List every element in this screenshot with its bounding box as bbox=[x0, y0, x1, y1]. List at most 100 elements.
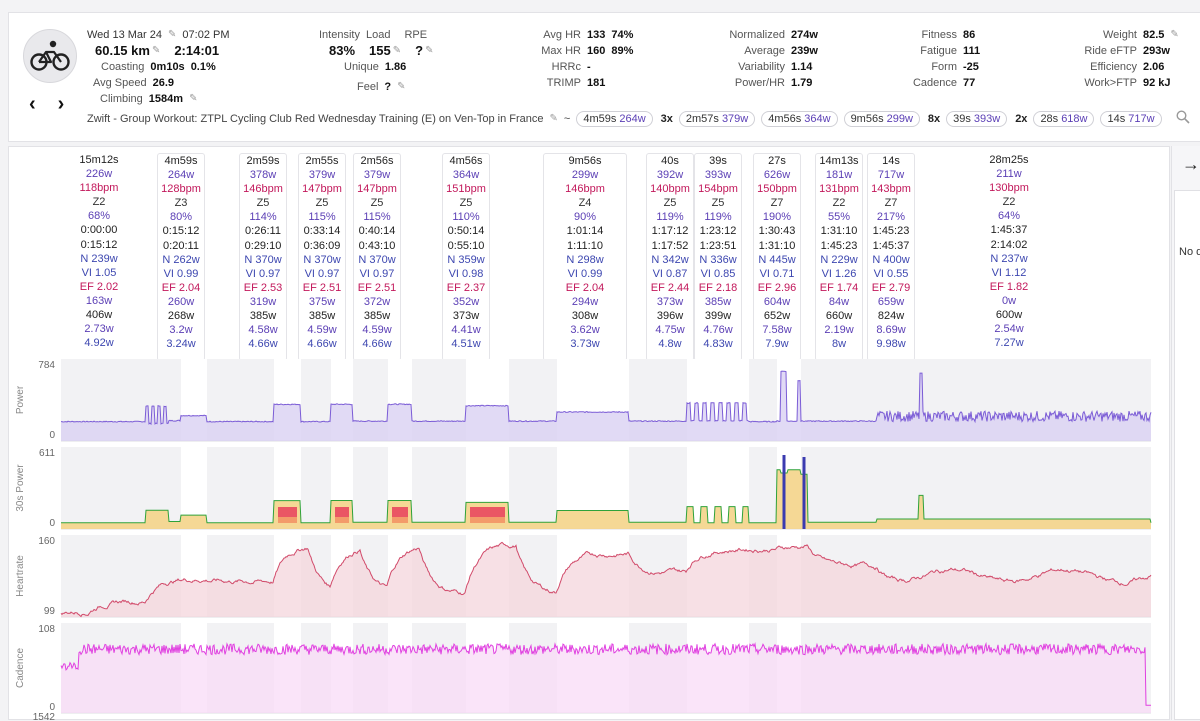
interval-pct: 115% bbox=[363, 211, 391, 224]
interval-end: 0:43:10 bbox=[358, 239, 396, 252]
edit-climbing-icon[interactable]: ✎ bbox=[189, 93, 198, 104]
feel-value[interactable]: ? bbox=[384, 81, 392, 93]
interval-zone: Z5 bbox=[459, 197, 473, 210]
rpe-label: RPE bbox=[404, 29, 428, 41]
interval-hr: 128bpm bbox=[161, 183, 201, 196]
interval-c: 4.59w bbox=[307, 324, 337, 337]
interval-chip[interactable]: 39s 393w bbox=[946, 110, 1008, 127]
interval-end: 2:14:02 bbox=[990, 238, 1028, 251]
interval-a: 604w bbox=[763, 295, 791, 308]
interval-stats-1[interactable]: 15m12s 226w 118bpm Z2 68% 0:00:00 0:15:12 N 239… bbox=[75, 153, 123, 361]
interval-end: 0:36:09 bbox=[303, 239, 341, 252]
search-icon[interactable] bbox=[1176, 110, 1190, 127]
interval-np: N 262w bbox=[162, 253, 200, 266]
interval-w: 379w bbox=[308, 169, 336, 182]
interval-start: 1:45:37 bbox=[990, 224, 1028, 237]
stream-charts[interactable]: 784 0 Power 611 0 30s Power 160 99 Heartrate 108 0… bbox=[9, 359, 1171, 721]
load-value: 155 bbox=[369, 43, 391, 58]
edit-feel-icon[interactable]: ✎ bbox=[397, 81, 406, 92]
interval-stats-8[interactable]: 40s 392w 140bpm Z5 119% 1:17:12 1:17:52 N 342w V… bbox=[646, 153, 694, 361]
interval-np: N 400w bbox=[872, 253, 910, 266]
avg-speed-label: Avg Speed bbox=[93, 77, 147, 89]
interval-stats-11[interactable]: 14m13s 181w 131bpm Z2 55% 1:31:10 1:45:23 N 229… bbox=[815, 153, 863, 361]
interval-vi: VI 0.97 bbox=[304, 267, 340, 280]
interval-a: 373w bbox=[656, 295, 684, 308]
chart-name: Heartrate bbox=[15, 555, 26, 597]
activity-time: 07:02 PM bbox=[182, 29, 230, 41]
climbing-value: 1584m bbox=[148, 93, 184, 105]
interval-start: 1:17:12 bbox=[651, 225, 689, 238]
interval-end: 1:45:37 bbox=[872, 239, 910, 252]
interval-c: 3.2w bbox=[169, 324, 193, 337]
interval-chip[interactable]: 9m56s 299w bbox=[843, 110, 920, 127]
summary-weight: Weight 82.5 ✎ Ride eFTP 293w Efficiency 2.06… bbox=[1077, 27, 1179, 91]
interval-w: 226w bbox=[85, 168, 113, 181]
activity-charts: 15m12s 226w 118bpm Z2 68% 0:00:00 0:15:12 N 239… bbox=[8, 146, 1171, 721]
arrow-right-icon[interactable]: → bbox=[1182, 154, 1200, 174]
edit-distance-icon[interactable]: ✎ bbox=[151, 45, 161, 56]
interval-chips: 4m59s 264w 3x 2m57s 379w 4m56s 364w 9m56s 299w 8x… bbox=[576, 110, 1162, 127]
weight-value: 82.5 bbox=[1143, 29, 1165, 41]
interval-a: 659w bbox=[877, 295, 905, 308]
interval-start: 0:15:12 bbox=[162, 225, 200, 238]
interval-stats-4[interactable]: 2m55s 379w 147bpm Z5 115% 0:33:14 0:36:09 N 370… bbox=[298, 153, 346, 361]
interval-stats-5[interactable]: 2m56s 379w 147bpm Z5 115% 0:40:14 0:43:10 N 370… bbox=[353, 153, 401, 361]
interval-w: 379w bbox=[363, 169, 391, 182]
interval-d: 4.66w bbox=[307, 338, 337, 351]
interval-zone: Z2 bbox=[1002, 196, 1016, 209]
edit-date-icon[interactable]: ✎ bbox=[168, 29, 177, 40]
interval-chip[interactable]: 4m59s 264w bbox=[576, 110, 653, 127]
interval-stats-7[interactable]: 9m56s 299w 146bpm Z4 90% 1:01:14 1:11:10 N 298w… bbox=[543, 153, 627, 361]
interval-dur: 4m56s bbox=[449, 155, 483, 167]
chip-watts: 299w bbox=[886, 112, 913, 125]
interval-dur: 15m12s bbox=[79, 154, 119, 166]
interval-end: 0:20:11 bbox=[163, 239, 199, 252]
next-activity-icon[interactable]: › bbox=[57, 93, 65, 115]
interval-zone: Z7 bbox=[770, 197, 784, 210]
interval-stats-2[interactable]: 4m59s 264w 128bpm Z3 80% 0:15:12 0:20:11 N 262w… bbox=[157, 153, 205, 361]
interval-stats-9[interactable]: 39s 393w 154bpm Z5 119% 1:23:12 1:23:51 N 336w V… bbox=[694, 153, 742, 361]
interval-pct: 80% bbox=[169, 211, 193, 224]
interval-stats-6[interactable]: 4m56s 364w 151bpm Z5 110% 0:50:14 0:55:10 N 359… bbox=[442, 153, 490, 361]
edit-rpe-icon[interactable]: ✎ bbox=[425, 45, 434, 56]
interval-stats-12[interactable]: 14s 717w 143bpm Z7 217% 1:45:23 1:45:37 N 400w V… bbox=[867, 153, 915, 361]
interval-chip[interactable]: 4m56s 364w bbox=[761, 110, 838, 127]
coasting-pct: 0.1% bbox=[190, 61, 216, 73]
interval-w: 264w bbox=[167, 169, 195, 182]
efficiency-label: Efficiency bbox=[1090, 61, 1137, 73]
interval-stats-3[interactable]: 2m59s 378w 146bpm Z5 114% 0:26:11 0:29:10 N 370… bbox=[239, 153, 287, 361]
edit-load-icon[interactable]: ✎ bbox=[392, 45, 402, 56]
interval-c: 2.19w bbox=[824, 324, 854, 337]
activity-date: Wed 13 Mar 24 bbox=[87, 29, 163, 41]
chip-watts: 717w bbox=[1128, 112, 1155, 125]
chip-watts: 393w bbox=[973, 112, 1001, 125]
avg-hr-label: Avg HR bbox=[543, 29, 581, 41]
prev-activity-icon[interactable]: ‹ bbox=[29, 93, 36, 115]
interval-stats-10[interactable]: 27s 626w 150bpm Z7 190% 1:30:43 1:31:10 N 445w V… bbox=[753, 153, 801, 361]
workftp-value: 92 kJ bbox=[1143, 77, 1171, 89]
interval-vi: VI 0.71 bbox=[759, 267, 795, 280]
no-data-text: No d bbox=[1179, 246, 1200, 258]
interval-chip[interactable]: 14s 717w bbox=[1100, 110, 1162, 127]
interval-ef: EF 1.74 bbox=[819, 281, 859, 294]
interval-hr: 143bpm bbox=[871, 183, 911, 196]
interval-chip[interactable]: 2m57s 379w bbox=[678, 110, 756, 127]
y-max-label: 108 bbox=[38, 624, 55, 635]
interval-end: 1:17:52 bbox=[651, 239, 689, 252]
interval-np: N 229w bbox=[820, 253, 858, 266]
interval-chip[interactable]: 28s 618w bbox=[1033, 110, 1095, 127]
interval-ef: EF 2.04 bbox=[161, 281, 201, 294]
form-label: Form bbox=[931, 61, 957, 73]
rpe-value[interactable]: ? bbox=[415, 43, 424, 58]
interval-np: N 237w bbox=[990, 252, 1028, 265]
interval-c: 2.54w bbox=[994, 323, 1024, 336]
interval-ef: EF 2.96 bbox=[757, 281, 797, 294]
interval-start: 1:01:14 bbox=[566, 225, 604, 238]
activity-name[interactable]: Zwift - Group Workout: ZTPL Cycling Club… bbox=[87, 112, 544, 125]
chart-name: 30s Power bbox=[15, 464, 26, 512]
interval-zone: Z5 bbox=[663, 197, 677, 210]
edit-name-icon[interactable]: ✎ bbox=[549, 113, 558, 124]
interval-pct: 68% bbox=[87, 210, 111, 223]
edit-weight-icon[interactable]: ✎ bbox=[1170, 29, 1179, 40]
interval-stats-13[interactable]: 28m25s 211w 130bpm Z2 64% 1:45:37 2:14:02 N 237… bbox=[981, 153, 1037, 361]
